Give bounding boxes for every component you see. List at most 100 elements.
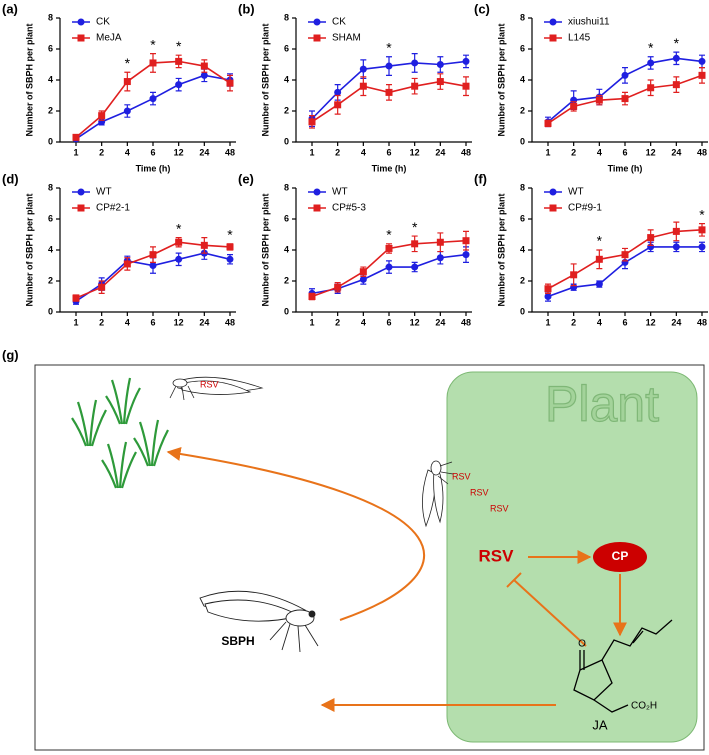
marker [436,61,444,68]
y-tick-label: 4 [520,74,525,84]
x-tick-label: 24 [671,317,681,327]
significance: * [386,227,392,243]
marker [621,95,629,103]
marker [98,283,106,291]
panel-label: (c) [474,1,490,16]
y-tick-label: 8 [520,182,525,192]
marker [462,57,470,65]
legend-label: L145 [568,33,591,44]
rice-plants [71,377,169,489]
ketone-label: O [578,639,586,650]
marker [549,34,557,42]
marker [334,101,342,109]
x-tick-label: 2 [99,147,104,157]
x-tick-label: 24 [199,147,209,157]
x-tick-label: 6 [622,147,627,157]
legend-label: SHAM [332,33,361,44]
significance: * [176,38,182,54]
marker [72,133,80,141]
panel-label: (a) [2,1,18,16]
marker [411,82,419,90]
marker [313,204,321,212]
x-tick-label: 12 [410,147,420,157]
legend-label: WT [332,187,348,198]
marker [462,237,470,245]
marker [308,118,316,126]
significance: * [125,55,131,71]
marker [175,238,183,246]
significance: * [150,36,156,52]
x-tick-label: 48 [697,147,707,157]
marker [359,65,367,73]
y-tick-label: 6 [284,213,289,223]
plant-label: Plant [545,376,659,432]
marker [175,81,183,89]
marker [570,271,578,279]
legend-label: CK [96,17,110,28]
x-tick-label: 12 [410,317,420,327]
y-tick-label: 4 [48,74,53,84]
panel-label: (b) [238,1,255,16]
marker [200,241,208,249]
marker [149,251,157,259]
marker [334,88,342,96]
marker [698,226,706,234]
legend-label: CK [332,17,346,28]
marker [123,260,131,268]
y-tick-label: 2 [48,105,53,115]
x-tick-label: 12 [174,317,184,327]
marker [698,71,706,79]
significance: * [597,233,603,249]
rsv-label: RSV [479,546,515,565]
y-axis-label: Number of SBPH per plant [496,193,506,306]
y-tick-label: 2 [520,105,525,115]
y-tick-label: 4 [284,244,289,254]
significance: * [176,220,182,236]
insect-rsv: RSV [200,379,219,389]
y-tick-label: 2 [284,105,289,115]
marker [411,240,419,248]
marker [313,18,321,26]
x-tick-label: 6 [622,317,627,327]
x-tick-label: 6 [386,317,391,327]
marker [647,59,655,67]
significance: * [412,219,418,235]
y-tick-label: 2 [48,275,53,285]
marker [570,102,578,110]
marker [672,227,680,235]
x-tick-label: 2 [335,147,340,157]
inhibition [506,572,587,647]
y-tick-label: 8 [48,182,53,192]
marker [595,96,603,104]
y-tick-label: 6 [48,43,53,53]
sbph-label: SBPH [221,634,254,648]
marker [149,262,157,269]
x-tick-label: 4 [597,147,602,157]
sbph-icon [199,590,319,653]
y-tick-label: 6 [48,213,53,223]
y-tick-label: 2 [284,275,289,285]
y-axis-label: Number of SBPH per plant [260,193,270,306]
marker [647,234,655,242]
panel-label: (g) [2,347,19,362]
marker [411,263,419,271]
legend-label: WT [568,187,584,198]
x-tick-label: 2 [335,317,340,327]
panel-label: (d) [2,171,19,186]
x-tick-label: 2 [99,317,104,327]
insect-icon [169,376,264,401]
marker [621,71,629,79]
cp-label: CP [612,549,629,563]
marker [98,112,106,120]
x-tick-label: 2 [571,317,576,327]
x-tick-label: 6 [386,147,391,157]
marker [462,82,470,90]
marker [672,54,680,62]
x-axis-label: Time (h) [608,163,643,173]
marker [77,204,85,212]
y-tick-label: 6 [520,43,525,53]
marker [123,78,131,86]
ja-label: JA [592,717,608,732]
